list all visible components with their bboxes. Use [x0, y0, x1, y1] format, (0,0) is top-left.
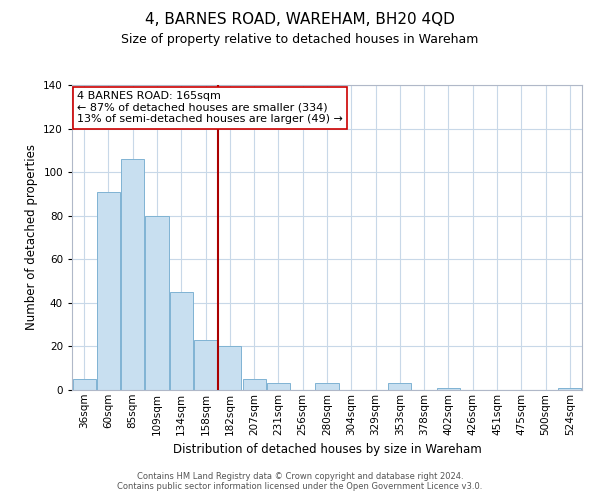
- Text: Size of property relative to detached houses in Wareham: Size of property relative to detached ho…: [121, 32, 479, 46]
- Text: Contains HM Land Registry data © Crown copyright and database right 2024.: Contains HM Land Registry data © Crown c…: [137, 472, 463, 481]
- Bar: [559, 388, 581, 390]
- Bar: [316, 384, 338, 390]
- Text: 4 BARNES ROAD: 165sqm
← 87% of detached houses are smaller (334)
13% of semi-det: 4 BARNES ROAD: 165sqm ← 87% of detached …: [77, 91, 343, 124]
- Bar: [267, 384, 290, 390]
- X-axis label: Distribution of detached houses by size in Wareham: Distribution of detached houses by size …: [173, 443, 481, 456]
- Bar: [218, 346, 241, 390]
- Y-axis label: Number of detached properties: Number of detached properties: [25, 144, 38, 330]
- Bar: [388, 384, 412, 390]
- Text: 4, BARNES ROAD, WAREHAM, BH20 4QD: 4, BARNES ROAD, WAREHAM, BH20 4QD: [145, 12, 455, 28]
- Bar: [170, 292, 193, 390]
- Bar: [437, 388, 460, 390]
- Bar: [242, 379, 266, 390]
- Bar: [73, 379, 95, 390]
- Bar: [145, 216, 169, 390]
- Bar: [121, 159, 144, 390]
- Text: Contains public sector information licensed under the Open Government Licence v3: Contains public sector information licen…: [118, 482, 482, 491]
- Bar: [194, 340, 217, 390]
- Bar: [97, 192, 120, 390]
